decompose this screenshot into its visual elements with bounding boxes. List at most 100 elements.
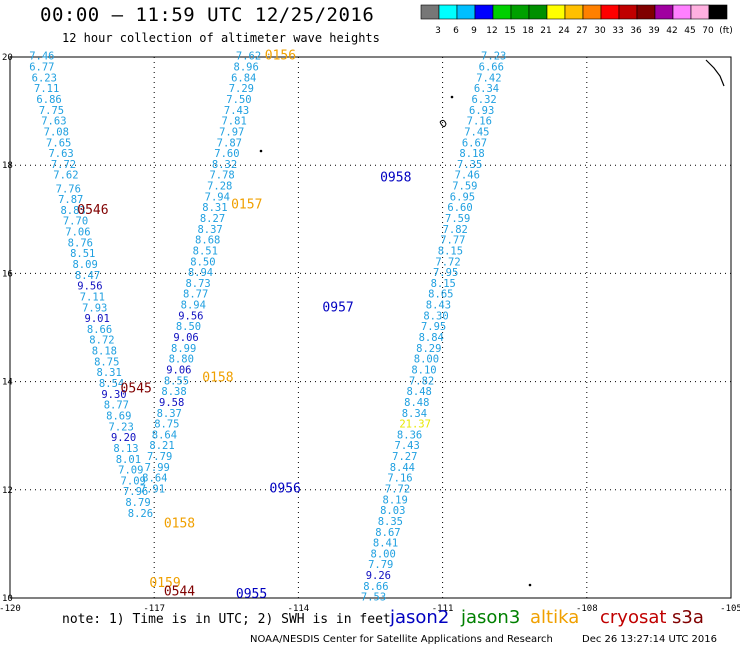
track-time-label: 0156	[265, 49, 296, 64]
wave-height-value: 8.26	[128, 508, 153, 520]
x-tick-label: -120	[0, 604, 21, 614]
wave-height-value: 6.60	[447, 202, 472, 214]
y-tick-label: 20	[2, 53, 13, 63]
wave-height-value: 8.65	[428, 289, 453, 301]
wave-height-value: 7.72	[435, 256, 460, 268]
wave-height-value: 7.59	[452, 181, 477, 193]
wave-height-value: 8.10	[411, 364, 436, 376]
colorbar-label: 27	[576, 26, 587, 36]
island-outline	[439, 119, 447, 128]
colorbar-label: 42	[666, 26, 677, 36]
track-time-label: 0159	[149, 576, 180, 591]
wave-height-value: 7.28	[207, 181, 232, 193]
wave-height-value: 7.82	[443, 224, 468, 236]
wave-height-value: 8.44	[390, 462, 415, 474]
wave-height-value: 8.51	[193, 245, 218, 257]
wave-height-value: 8.30	[423, 310, 448, 322]
wave-height-value: 7.97	[219, 126, 244, 138]
wave-height-value: 8.64	[142, 473, 167, 485]
wave-height-value: 7.87	[58, 194, 83, 206]
colorbar-label: 24	[558, 26, 570, 36]
wave-height-value: 8.13	[113, 443, 138, 455]
wave-height-value: 6.77	[29, 62, 54, 74]
wave-height-value: 8.27	[200, 213, 225, 225]
wave-height-value: 7.62	[236, 51, 261, 63]
track-time-label: 0955	[236, 587, 267, 602]
wave-height-value: 8.76	[68, 237, 93, 249]
wave-height-value: 8.03	[380, 505, 405, 517]
wave-height-value: 7.63	[41, 116, 66, 128]
wave-height-value: 9.26	[366, 570, 391, 582]
wave-height-value: 7.70	[63, 216, 88, 228]
wave-height-value: 7.78	[209, 170, 234, 182]
wave-height-value: 6.95	[450, 191, 475, 203]
wave-height-value: 8.43	[426, 300, 451, 312]
wave-height-value: 8.75	[154, 419, 179, 431]
generation-timestamp: Dec 26 13:27:14 UTC 2016	[582, 634, 717, 645]
wave-height-value: 8.32	[212, 159, 237, 171]
wave-height-value: 8.75	[94, 356, 119, 368]
wave-height-value: 7.06	[65, 227, 90, 239]
wave-height-value: 8.96	[234, 62, 259, 74]
track-time-label: 0545	[121, 381, 152, 396]
wave-height-value: 7.95	[433, 267, 458, 279]
wave-height-value: 8.94	[188, 267, 213, 279]
wave-height-value: 6.66	[479, 62, 504, 74]
wave-height-value: 8.15	[431, 278, 456, 290]
colorbar-label: (ft)	[719, 26, 733, 36]
wave-height-value: 7.59	[445, 213, 470, 225]
wave-height-value: 8.01	[116, 454, 141, 466]
wave-height-value: 8.34	[402, 408, 427, 420]
colorbar-label: 30	[594, 26, 606, 36]
track-time-label: 0158	[164, 517, 195, 532]
wave-height-value: 7.09	[118, 465, 143, 477]
wave-height-value: 7.29	[229, 83, 254, 95]
y-tick-label: 16	[2, 269, 13, 279]
colorbar-label: 33	[612, 26, 623, 36]
wave-height-value: 8.00	[371, 548, 396, 560]
wave-height-value: 7.46	[29, 51, 54, 63]
track-time-label: 0546	[77, 203, 108, 218]
wave-height-value: 7.11	[34, 83, 59, 95]
wave-height-value: 8.29	[416, 343, 441, 355]
wave-height-value: 8.50	[176, 321, 201, 333]
wave-height-value: 8.66	[87, 324, 112, 336]
y-tick-label: 10	[2, 594, 13, 604]
wave-height-value: 7.11	[80, 291, 105, 303]
wave-height-value: 8.31	[202, 202, 227, 214]
island-dot	[528, 583, 532, 587]
wave-height-value: 7.72	[51, 159, 76, 171]
wave-height-value: 9.01	[85, 313, 110, 325]
wave-height-value: 8.37	[157, 408, 182, 420]
track-time-label: 0158	[202, 371, 233, 386]
wave-height-value: 9.30	[101, 389, 126, 401]
wave-height-value: 7.23	[481, 51, 506, 63]
wave-height-value: 7.91	[140, 484, 165, 496]
wave-height-value: 8.68	[195, 235, 220, 247]
wave-height-value: 7.82	[409, 375, 434, 387]
wave-height-value: 7.63	[48, 148, 73, 160]
wave-height-value: 9.06	[173, 332, 198, 344]
island-dot	[450, 95, 454, 99]
wave-height-value: 7.94	[205, 191, 230, 203]
chart-subtitle: 12 hour collection of altimeter wave hei…	[62, 31, 380, 45]
track-time-label: 0957	[322, 300, 353, 315]
wave-height-value: 8.83	[60, 205, 85, 217]
wave-height-value: 6.84	[231, 72, 256, 84]
wave-height-value: 7.08	[44, 126, 69, 138]
wave-height-value: 8.99	[171, 343, 196, 355]
legend-jason2: jason2	[390, 607, 450, 628]
wave-height-value: 8.00	[414, 354, 439, 366]
chart-title: 00:00 – 11:59 UTC 12/25/2016	[40, 4, 375, 26]
wave-height-value: 8.31	[97, 367, 122, 379]
x-tick-label: -114	[288, 604, 310, 614]
wave-height-value: 8.51	[70, 248, 95, 260]
wave-height-value: 8.37	[197, 224, 222, 236]
colorbar-label: 36	[630, 26, 642, 36]
wave-height-value: 7.96	[123, 486, 148, 498]
colorbar-swatch	[708, 4, 728, 20]
colorbar-label: 3	[435, 26, 441, 36]
wave-height-value: 8.77	[183, 289, 208, 301]
wave-height-value: 8.54	[99, 378, 124, 390]
